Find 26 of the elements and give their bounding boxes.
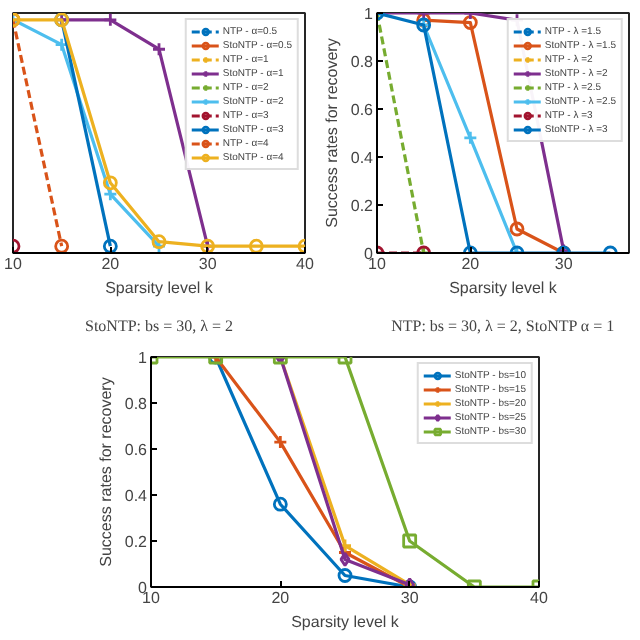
y-tick-label: 0.2 [124, 533, 149, 551]
x-tick-label: 30 [400, 589, 420, 607]
x-axis-title: Sparsity level k [105, 279, 215, 297]
text: NTP: bs = 30, λ = 2, StoNTP α = 1 [391, 317, 615, 335]
y-tick-label: 0.4 [124, 487, 149, 505]
text: StoNTP: bs = 30, λ = 2 [84, 317, 234, 335]
x-axis-title: Sparsity level k [291, 613, 401, 631]
x-tick-label: 20 [271, 589, 291, 607]
y-tick-label: 0.4 [350, 149, 375, 167]
x-tick-label: 20 [101, 255, 121, 273]
y-tick-label: 0.8 [350, 53, 375, 71]
x-tick-label: 20 [461, 255, 481, 273]
x-tick-label: 40 [530, 589, 549, 607]
y-tick-label: 1 [364, 5, 375, 23]
y-tick-label: 0.6 [350, 101, 375, 119]
x-tick-label: 40 [296, 255, 315, 273]
x-tick-label: 30 [554, 255, 574, 273]
y-tick-label: 0.6 [124, 441, 149, 459]
x-tick-label: 30 [198, 255, 218, 273]
y-axis-title: Success rates for recovery [96, 377, 115, 567]
y-tick-label: 0.8 [124, 395, 149, 413]
x-axis-title: Sparsity level k [449, 279, 559, 297]
y-axis-title: Success rates for recovery [322, 38, 341, 228]
y-tick-label: 1 [138, 349, 149, 367]
x-tick-label: 10 [4, 255, 23, 273]
y-tick-label: 0.2 [350, 197, 375, 215]
